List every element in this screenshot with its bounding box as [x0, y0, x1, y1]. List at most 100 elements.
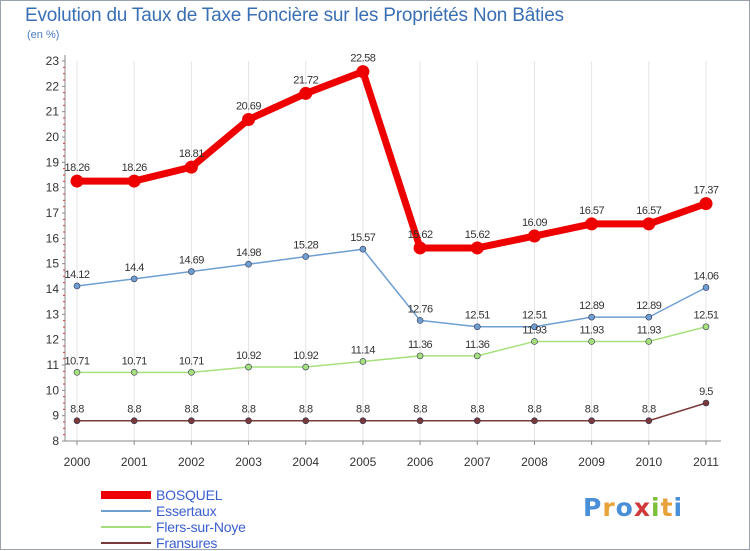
data-label: 10.71: [179, 355, 204, 367]
data-point: [130, 417, 138, 425]
data-point: [73, 369, 81, 376]
legend-label: BOSQUEL: [156, 487, 223, 503]
data-point: [188, 417, 195, 425]
y-tick-label: 17: [46, 206, 60, 220]
x-tick-label: 2008: [521, 455, 548, 469]
x-tick-label: 2007: [464, 455, 491, 469]
data-label: 8.8: [585, 404, 599, 416]
data-label: 18.26: [122, 162, 147, 174]
data-point: [359, 417, 367, 425]
data-point: [416, 317, 424, 324]
data-label: 10.71: [122, 355, 147, 367]
legend-swatch: [101, 542, 151, 544]
data-label: 8.8: [356, 404, 370, 416]
x-tick-label: 2010: [635, 455, 662, 469]
data-label: 11.36: [408, 339, 433, 351]
data-label: 14.4: [124, 262, 144, 274]
data-point: [531, 323, 538, 331]
x-tick-label: 2004: [292, 455, 319, 469]
chart-title: Evolution du Taux de Taxe Foncière sur l…: [25, 5, 564, 26]
data-label: 8.8: [184, 404, 198, 416]
y-tick-label: 8: [52, 434, 59, 448]
data-point: [473, 352, 481, 360]
data-point: [699, 197, 713, 211]
y-tick-label: 12: [46, 333, 60, 347]
data-point: [588, 417, 595, 425]
data-point: [645, 417, 653, 425]
legend-label: Fransures: [156, 535, 218, 551]
data-point: [127, 174, 141, 188]
data-label: 22.58: [350, 53, 375, 65]
data-point: [245, 417, 252, 425]
data-label: 16.57: [636, 205, 661, 217]
data-point: [359, 245, 367, 253]
data-point: [527, 229, 541, 243]
data-label: 11.36: [465, 339, 490, 351]
data-point: [702, 399, 710, 407]
legend-label: Essertaux: [156, 503, 217, 519]
data-point: [299, 86, 313, 100]
data-label: 12.89: [579, 300, 604, 312]
data-point: [473, 417, 481, 425]
data-label: 15.57: [350, 232, 375, 244]
x-axis-ticks: 2000 2001 2002 2003 2004 2005 2006 2007 2008 2009…: [64, 441, 719, 469]
y-tick-label: 11: [47, 358, 60, 372]
x-tick-label: 2011: [693, 455, 719, 469]
x-tick-label: 2001: [121, 455, 148, 469]
chart-subtitle: (en %): [27, 29, 60, 41]
data-label: 9.5: [699, 386, 713, 398]
legend-label: Flers-sur-Noye: [156, 519, 246, 535]
data-label: 17.37: [693, 185, 718, 197]
data-label: 11.93: [637, 324, 662, 336]
logo-letter: t: [660, 493, 674, 522]
data-point: [184, 160, 198, 174]
axes: [64, 55, 721, 442]
data-label: 15.28: [293, 240, 318, 252]
data-point: [70, 174, 84, 188]
y-axis-ticks: 8 9 10 11 12 13 14 15 16 17 18 19 20 21 22 23: [46, 54, 65, 448]
data-label: 8.8: [528, 404, 542, 416]
data-point: [413, 241, 427, 255]
data-point: [130, 369, 138, 376]
data-point: [359, 358, 367, 365]
logo-letter: i: [673, 493, 684, 522]
data-label: 8.8: [299, 404, 313, 416]
grid-lines: [76, 61, 707, 441]
data-label: 16.09: [522, 217, 547, 229]
data-point: [302, 363, 310, 371]
data-label: 8.8: [242, 404, 256, 416]
data-point: [245, 363, 252, 371]
data-point: [645, 338, 653, 345]
data-point: [702, 323, 710, 331]
data-label: 14.12: [64, 269, 89, 281]
y-tick-label: 13: [46, 307, 60, 321]
data-label: 16.57: [579, 205, 604, 217]
data-label: 11.93: [580, 324, 605, 336]
data-point: [242, 113, 256, 127]
data-point: [416, 352, 424, 360]
x-tick-label: 2009: [578, 455, 605, 469]
data-point: [645, 313, 653, 321]
data-point: [416, 417, 424, 425]
data-label: 15.62: [408, 229, 433, 241]
data-point: [702, 284, 710, 291]
data-point: [470, 241, 484, 255]
data-label: 8.8: [470, 404, 484, 416]
series-group: [70, 65, 713, 425]
data-point: [531, 338, 538, 345]
x-tick-label: 2000: [64, 455, 91, 469]
series-line-flers-sur-noye: [77, 326, 707, 374]
proxiti-logo: Proxiti: [583, 493, 683, 522]
x-tick-label: 2003: [235, 455, 262, 469]
data-point: [73, 282, 81, 290]
logo-letter: P: [583, 493, 603, 522]
data-point: [642, 217, 656, 231]
data-label: 14.06: [693, 270, 718, 282]
data-label: 11.14: [351, 344, 376, 356]
data-label: 12.89: [636, 300, 661, 312]
data-point: [302, 253, 310, 260]
data-label: 8.8: [127, 404, 141, 416]
logo-letter: o: [615, 493, 634, 522]
